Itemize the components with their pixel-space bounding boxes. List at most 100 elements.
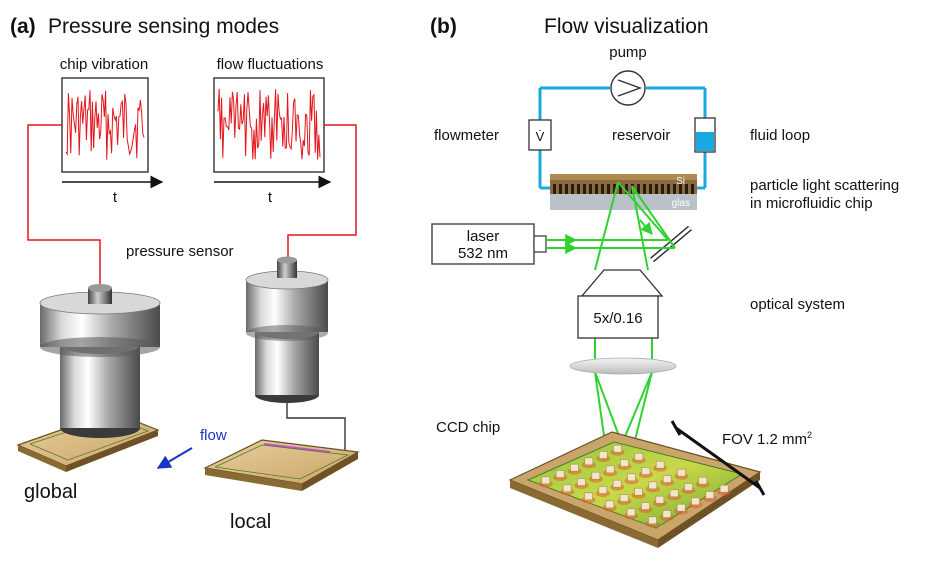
- ccd-pixel: [681, 483, 696, 494]
- chip-channel: [571, 184, 574, 194]
- scatter-label-1: particle light scattering: [750, 177, 899, 194]
- chip-channel: [685, 184, 688, 194]
- ccd-pixel: [538, 476, 553, 488]
- chip-channel: [661, 184, 664, 194]
- local-wire: [286, 403, 346, 456]
- ccd-pixel: [652, 495, 667, 507]
- fluid-loop: [538, 86, 707, 190]
- ccd-pixel: [631, 452, 646, 464]
- ccd-pixel: [624, 473, 639, 485]
- ccd-pixel: [574, 478, 589, 489]
- ccd-pixel: [624, 508, 639, 520]
- chip-channel: [589, 184, 592, 194]
- local-chip: [203, 439, 360, 491]
- ccd-pixel: [588, 471, 603, 483]
- local-pressure-sensor: [245, 256, 329, 403]
- laser-label: laser: [467, 228, 500, 245]
- chip-channel: [649, 184, 652, 194]
- chip-channel: [691, 184, 694, 194]
- local-label: local: [230, 511, 271, 533]
- ccd-pixel: [695, 476, 710, 488]
- panel-a-title: Pressure sensing modes: [48, 15, 279, 38]
- flow-fluctuations-signal: [217, 88, 321, 160]
- ccd-pixel: [581, 457, 596, 469]
- plot-right-title: flow fluctuations: [217, 56, 324, 73]
- chip-vibration-signal: [65, 90, 145, 160]
- time-label-left: t: [113, 189, 118, 206]
- ccd-pixel: [610, 479, 625, 491]
- laser-wavelength: 532 nm: [458, 245, 508, 262]
- fluid-loop-label: fluid loop: [750, 127, 810, 144]
- chip-channel: [595, 184, 598, 194]
- chip-channel: [559, 184, 562, 194]
- panel-b: (b) Flow visualization pump V̇ flowmeter: [430, 15, 899, 548]
- optical-system-label: optical system: [750, 296, 845, 313]
- ccd-pixel: [660, 475, 675, 486]
- panel-b-tag: (b): [430, 15, 457, 38]
- ccd-pixel: [638, 502, 653, 513]
- chip-channel: [637, 184, 640, 194]
- ccd-pixel: [567, 463, 582, 475]
- chip-channel: [577, 184, 580, 194]
- wire-right: [287, 124, 357, 258]
- glas-label: glas: [672, 198, 690, 209]
- ccd-pixel: [560, 484, 575, 496]
- objective-cone: [580, 269, 664, 297]
- ccd-pixel: [702, 491, 717, 502]
- ccd-pixel: [617, 459, 632, 470]
- ccd-pixel: [595, 486, 610, 497]
- si-label: Si: [676, 176, 685, 187]
- objective-label: 5x/0.16: [593, 310, 642, 327]
- ccd-pixel: [653, 460, 668, 472]
- wire-left: [27, 124, 101, 288]
- pump-icon: [610, 70, 646, 106]
- ccd-pixel: [617, 494, 632, 505]
- chip-channel: [619, 184, 622, 194]
- flowmeter-icon: [528, 119, 552, 151]
- chip-channel: [583, 184, 586, 194]
- pressure-sensor-label: pressure sensor: [126, 243, 234, 260]
- fov-label: FOV 1.2 mm2: [722, 430, 812, 448]
- time-label-right: t: [268, 189, 273, 206]
- panel-b-title: Flow visualization: [544, 15, 709, 38]
- chip-channel: [607, 184, 610, 194]
- reservoir-label: reservoir: [612, 127, 670, 144]
- ccd-pixel: [581, 492, 596, 504]
- ccd-pixel: [717, 484, 732, 496]
- ccd-label: CCD chip: [436, 419, 500, 436]
- ccd-pixel: [674, 468, 689, 480]
- plot-left-title: chip vibration: [60, 56, 148, 73]
- ccd-pixel: [674, 503, 689, 515]
- microfluidic-chip: [550, 174, 697, 210]
- ccd-pixel: [667, 489, 682, 501]
- global-label: global: [24, 481, 77, 503]
- ccd-pixel: [603, 465, 618, 477]
- panel-a-tag: (a): [10, 15, 36, 38]
- scatter-label-2: in microfluidic chip: [750, 195, 873, 212]
- ccd-pixel: [638, 467, 653, 478]
- ccd-pixel: [688, 497, 703, 509]
- laser-box: [431, 223, 535, 265]
- fov-bar: [675, 426, 761, 490]
- laser-aperture: [533, 235, 547, 253]
- pump-label: pump: [609, 44, 647, 61]
- ccd-pixel: [553, 470, 568, 481]
- chip-channel: [679, 184, 682, 194]
- chip-channel: [601, 184, 604, 194]
- chip-channel: [625, 184, 628, 194]
- flowmeter-symbol: V̇: [536, 129, 545, 144]
- panel-a: (a) Pressure sensing modes chip vibratio…: [10, 15, 360, 533]
- chip-channel: [667, 184, 670, 194]
- ccd-pixel: [645, 481, 660, 493]
- chip-channel: [643, 184, 646, 194]
- chip-channel: [553, 184, 556, 194]
- objective-box: [577, 295, 659, 339]
- ccd-pixel: [596, 451, 611, 462]
- ccd-pixel: [610, 444, 625, 456]
- flow-label: flow: [200, 427, 227, 444]
- ccd-pixel: [602, 500, 617, 512]
- tube-lens: [569, 357, 677, 375]
- chip-channel: [673, 184, 676, 194]
- chip-channel: [613, 184, 616, 194]
